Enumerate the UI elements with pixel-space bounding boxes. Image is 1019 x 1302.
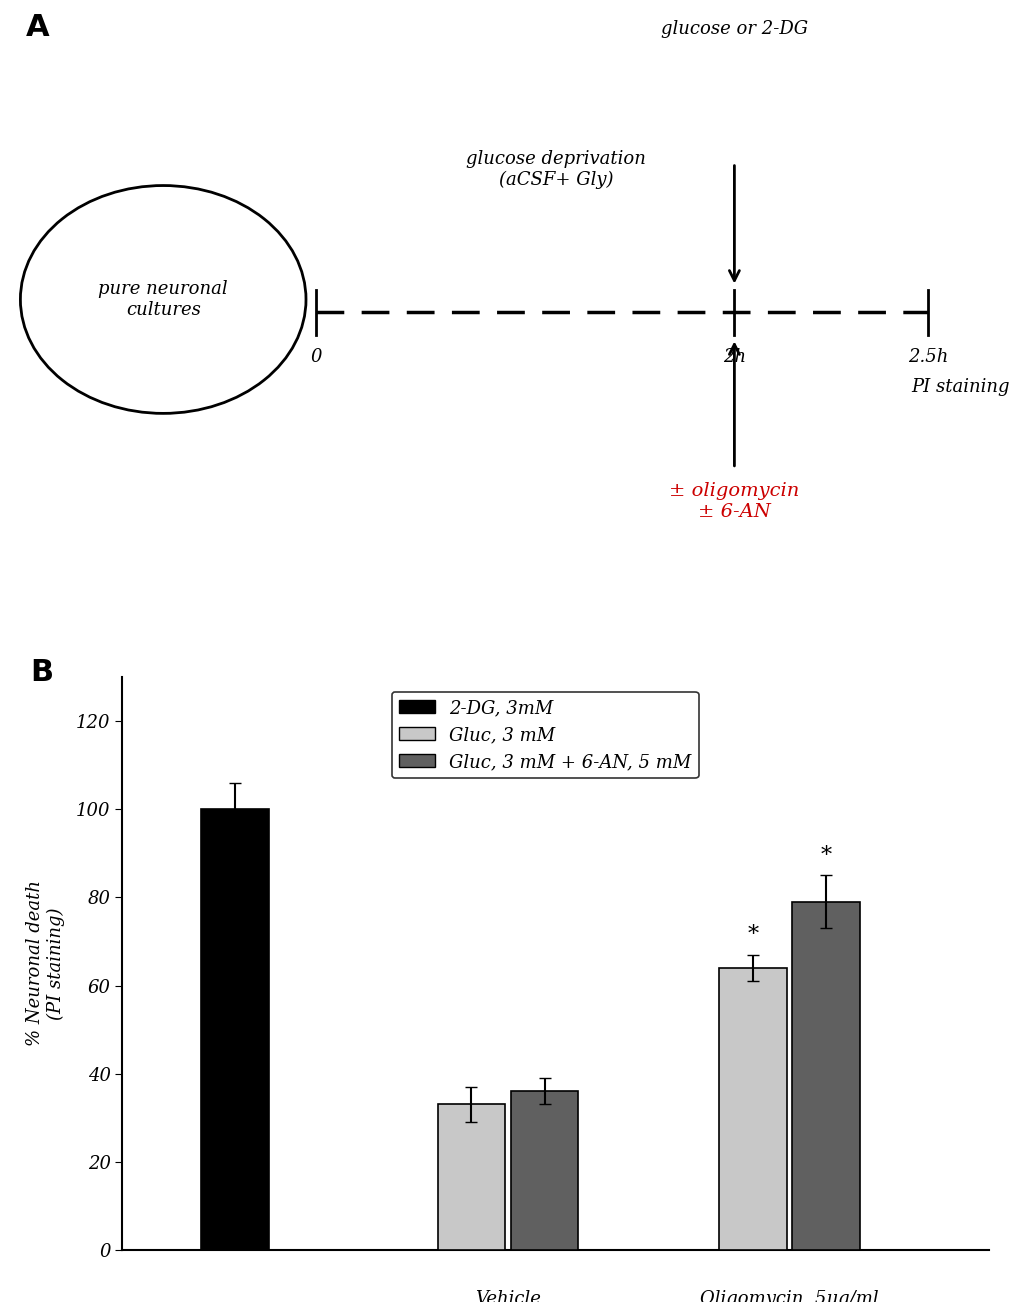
Bar [511, 1091, 578, 1250]
Text: *: * [819, 845, 830, 867]
Bar [718, 967, 786, 1250]
Bar [437, 1104, 504, 1250]
Text: Oligomycin, 5μg/ml: Oligomycin, 5μg/ml [699, 1289, 878, 1302]
Text: 0: 0 [310, 348, 322, 366]
Text: glucose or 2-DG: glucose or 2-DG [660, 20, 807, 38]
Text: *: * [747, 924, 758, 945]
Text: 2.5h: 2.5h [907, 348, 948, 366]
Text: A: A [25, 13, 49, 42]
Text: glucose deprivation
(aCSF+ Gly): glucose deprivation (aCSF+ Gly) [466, 150, 645, 189]
Legend: 2-DG, 3mM, Gluc, 3 mM, Gluc, 3 mM + 6-AN, 5 mM: 2-DG, 3mM, Gluc, 3 mM, Gluc, 3 mM + 6-AN… [391, 691, 698, 779]
Text: 2h: 2h [722, 348, 745, 366]
Text: pure neuronal
cultures: pure neuronal cultures [98, 280, 228, 319]
Text: ± oligomycin
± 6-AN: ± oligomycin ± 6-AN [668, 482, 799, 521]
Text: PI staining: PI staining [910, 378, 1009, 396]
Text: B: B [31, 658, 54, 686]
Y-axis label: % Neuronal death
(PI staining): % Neuronal death (PI staining) [25, 880, 65, 1047]
Bar [792, 902, 859, 1250]
Text: Vehicle: Vehicle [475, 1289, 540, 1302]
Bar [201, 810, 269, 1250]
